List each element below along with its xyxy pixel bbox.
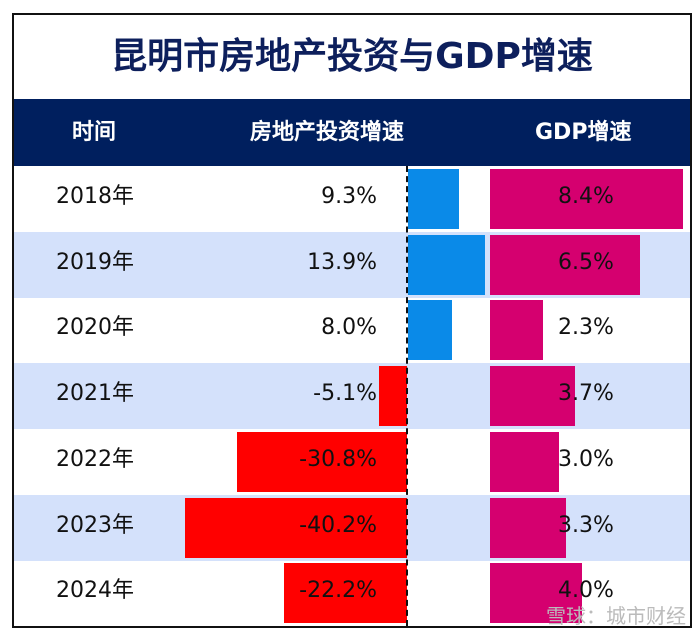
investment-bar-negative [184, 497, 407, 558]
header-gdp: GDP增速 [535, 120, 632, 145]
gdp-bar [490, 497, 566, 558]
table-row: 2020年 8.0% 2.3% [14, 297, 690, 363]
gdp-value: 2.3% [558, 315, 614, 341]
investment-bar-negative [236, 431, 407, 492]
year-label: 2022年 [56, 446, 134, 472]
investment-bar-negative [284, 563, 407, 624]
investment-value: 8.0% [321, 315, 377, 341]
year-label: 2023年 [56, 512, 134, 538]
investment-value: -30.8% [299, 446, 377, 472]
investment-value: -22.2% [299, 578, 377, 604]
gdp-value: 3.7% [558, 381, 614, 407]
gdp-bar [490, 169, 684, 229]
watermark: 雪球：城市财经 [546, 604, 686, 628]
gdp-bar [490, 300, 543, 361]
gdp-value: 8.4% [558, 184, 614, 209]
investment-value: -40.2% [299, 512, 377, 538]
investment-bar-positive [408, 169, 460, 229]
year-label: 2019年 [56, 249, 134, 275]
zero-axis-line [406, 166, 408, 626]
table-row: 2019年 13.9% 6.5% [14, 231, 690, 298]
year-label: 2021年 [56, 381, 134, 407]
header-time: 时间 [72, 120, 117, 145]
investment-bar-positive [408, 300, 453, 361]
table-header: 时间 房地产投资增速 GDP增速 [14, 99, 690, 166]
table-row: 2021年 -5.1% 3.7% [14, 363, 690, 430]
header-investment: 房地产投资增速 [250, 120, 405, 145]
year-label: 2020年 [56, 315, 134, 341]
gdp-value: 3.0% [558, 446, 614, 472]
investment-bar-negative [378, 366, 407, 427]
investment-value: 13.9% [307, 249, 377, 275]
investment-bar-positive [408, 234, 485, 295]
year-label: 2024年 [56, 578, 134, 604]
year-label: 2018年 [56, 184, 134, 209]
table-row: 2018年 9.3% 8.4% [14, 166, 690, 232]
gdp-bar [490, 366, 576, 427]
gdp-bar [490, 234, 640, 295]
gdp-value: 3.3% [558, 512, 614, 538]
chart-title: 昆明市房地产投资与GDP增速 [111, 36, 593, 77]
investment-value: 9.3% [321, 184, 377, 209]
gdp-value: 6.5% [558, 249, 614, 275]
chart-frame: 昆明市房地产投资与GDP增速 时间 房地产投资增速 GDP增速 2018年 9.3… [12, 13, 692, 628]
gdp-value: 4.0% [558, 578, 614, 604]
investment-value: -5.1% [313, 381, 377, 407]
table-row: 2022年 -30.8% 3.0% [14, 429, 690, 495]
table-row: 2024年 -22.2% 4.0% [14, 560, 690, 626]
gdp-bar [490, 563, 582, 624]
table-row: 2023年 -40.2% 3.3% [14, 494, 690, 561]
gdp-bar [490, 431, 559, 492]
